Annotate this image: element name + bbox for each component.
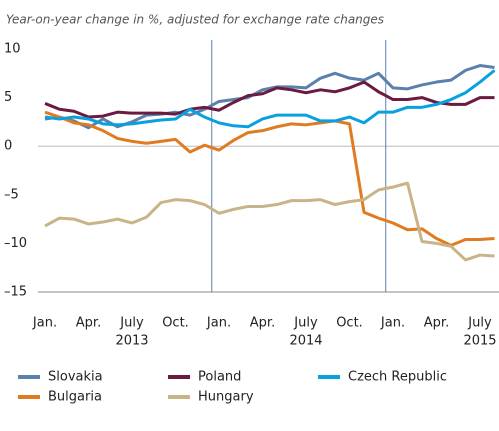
series-line: [44, 69, 496, 129]
y-tick-label: 10: [4, 42, 21, 57]
x-tick-label: Apr.: [250, 316, 275, 331]
x-tick-label: Oct.: [336, 316, 363, 331]
x-tick-label: Jan.: [380, 316, 405, 331]
series-line: [44, 80, 495, 119]
legend-label: Czech Republic: [348, 370, 447, 385]
chart-subtitle: Year-on-year change in %, adjusted for e…: [6, 13, 384, 27]
x-tick-label: Jan.: [32, 316, 57, 331]
series-line: [44, 181, 495, 262]
series-line: [44, 110, 495, 247]
y-tick-label: 5: [4, 90, 12, 105]
year-label: 2014: [289, 334, 322, 349]
plot-area: [44, 64, 496, 262]
y-tick-label: –5: [4, 187, 19, 202]
x-tick-label: July: [293, 316, 318, 331]
y-tick-label: –15: [4, 285, 27, 300]
legend-label: Hungary: [198, 390, 254, 405]
legend-label: Poland: [198, 370, 241, 385]
x-tick-label: Apr.: [424, 316, 449, 331]
x-tick-label: Jan.: [206, 316, 231, 331]
year-label: 2015: [463, 334, 496, 349]
x-tick-label: July: [467, 316, 492, 331]
year-label: 2013: [115, 334, 148, 349]
y-tick-label: 0: [4, 139, 12, 154]
legend-label: Bulgaria: [48, 390, 102, 405]
x-tick-label: July: [119, 316, 144, 331]
x-tick-label: Oct.: [162, 316, 189, 331]
legend-label: Slovakia: [48, 370, 103, 385]
y-tick-label: –10: [4, 236, 27, 251]
x-tick-label: Apr.: [76, 316, 101, 331]
